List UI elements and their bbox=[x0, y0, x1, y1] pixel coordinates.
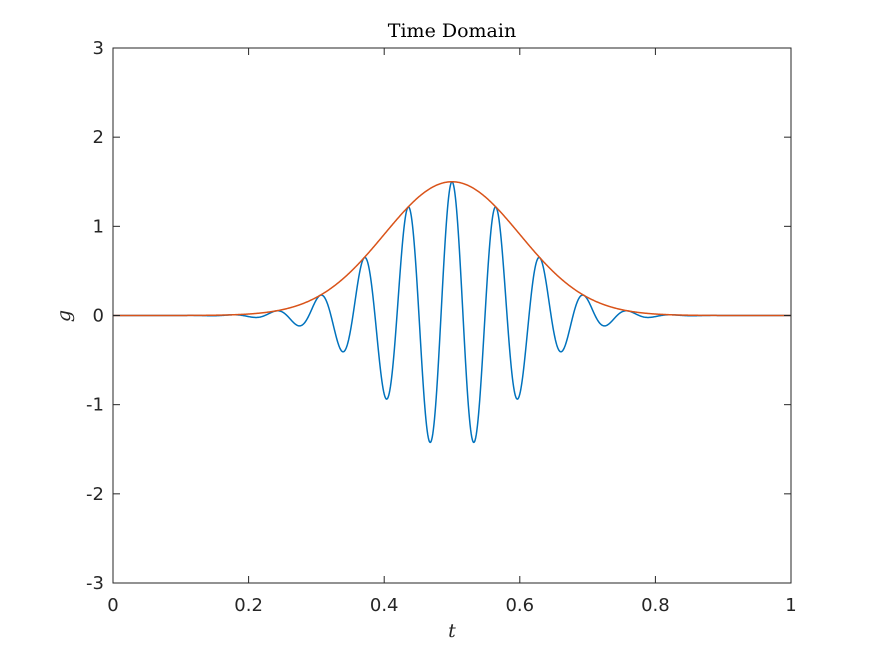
y-tick-label: -3 bbox=[86, 573, 104, 594]
chart-title: Time Domain bbox=[388, 20, 516, 42]
x-tick-label: 1 bbox=[785, 595, 796, 616]
series-envelope-line bbox=[112, 181, 792, 317]
series-layer bbox=[112, 181, 792, 444]
y-tick-label: 3 bbox=[93, 38, 104, 59]
x-tick-label: 0.4 bbox=[370, 595, 399, 616]
y-tick-label: 1 bbox=[93, 216, 104, 237]
y-axis-label: g bbox=[53, 310, 75, 322]
x-tick-label: 0 bbox=[107, 595, 118, 616]
y-tick-label: -1 bbox=[86, 395, 104, 416]
y-tick-label: -2 bbox=[86, 484, 104, 505]
ticks-layer: 0 0.2 0.4 0.6 0.8 1 -3 -2 -1 0 1 2 3 bbox=[86, 38, 797, 616]
x-tick-label: 0.8 bbox=[641, 595, 670, 616]
x-tick-label: 0.6 bbox=[505, 595, 534, 616]
axes-box bbox=[112, 47, 792, 584]
y-tick-label: 2 bbox=[93, 127, 104, 148]
y-tick-label: 0 bbox=[93, 306, 104, 327]
x-axis-label: t bbox=[448, 620, 456, 642]
x-tick-label: 0.2 bbox=[234, 595, 263, 616]
